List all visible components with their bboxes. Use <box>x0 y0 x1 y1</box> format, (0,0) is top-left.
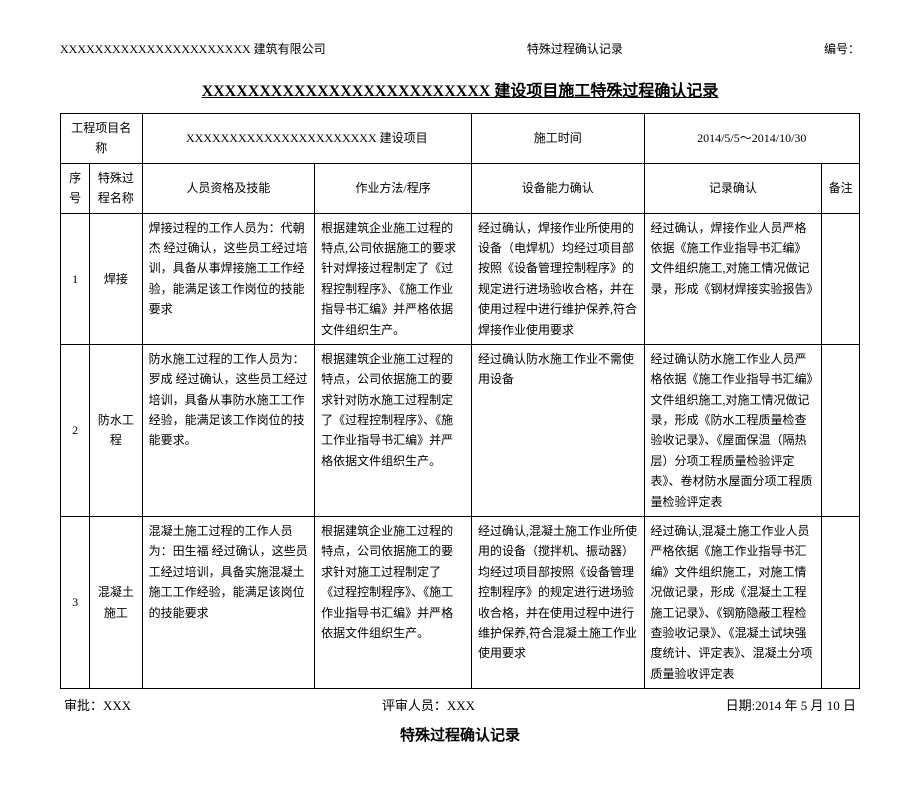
cell-qual: 焊接过程的工作人员为：代朝杰 经过确认，这些员工经过培训，具备从事焊接施工工作经… <box>142 213 315 344</box>
header-center: 特殊过程确认记录 <box>527 40 623 57</box>
main-table: 工程项目名称 XXXXXXXXXXXXXXXXXXXXXX 建设项目 施工时间 … <box>60 113 860 689</box>
page-header: XXXXXXXXXXXXXXXXXXXXXX 建筑有限公司 特殊过程确认记录 编… <box>60 40 860 57</box>
cell-seq: 1 <box>61 213 90 344</box>
meta-row: 工程项目名称 XXXXXXXXXXXXXXXXXXXXXX 建设项目 施工时间 … <box>61 114 860 164</box>
footer-approve: 审批：XXX <box>64 695 131 714</box>
subtitle: 特殊过程确认记录 <box>60 724 860 745</box>
cell-remark <box>822 344 860 516</box>
col-record: 记录确认 <box>644 163 822 213</box>
cell-record: 经过确认，焊接作业人员严格依据《施工作业指导书汇编》文件组织施工,对施工情况做记… <box>644 213 822 344</box>
table-row: 2 防水工程 防水施工过程的工作人员为：罗成 经过确认，这些员工经过培训，具备从… <box>61 344 860 516</box>
proj-label: 工程项目名称 <box>61 114 143 164</box>
cell-equip: 经过确认防水施工作业不需使用设备 <box>471 344 644 516</box>
col-equip: 设备能力确认 <box>471 163 644 213</box>
col-qual: 人员资格及技能 <box>142 163 315 213</box>
header-right: 编号： <box>824 40 860 57</box>
cell-record: 经过确认,混凝土施工作业人员严格依据《施工作业指导书汇编》文件组织施工，对施工情… <box>644 517 822 689</box>
time-value: 2014/5/5～2014/10/30 <box>644 114 859 164</box>
col-seq: 序号 <box>61 163 90 213</box>
cell-method: 根据建筑企业施工过程的特点，公司依据施工的要求针对防水施工过程制定了《过程控制程… <box>315 344 472 516</box>
cell-name: 混凝土施工 <box>90 517 142 689</box>
cell-seq: 2 <box>61 344 90 516</box>
cell-method: 根据建筑企业施工过程的特点，公司依据施工的要求针对施工过程制定了《过程控制程序》… <box>315 517 472 689</box>
cell-remark <box>822 517 860 689</box>
footer-date: 日期:2014 年 5 月 10 日 <box>726 695 856 714</box>
cell-name: 防水工程 <box>90 344 142 516</box>
col-name: 特殊过程名称 <box>90 163 142 213</box>
cell-method: 根据建筑企业施工过程的特点,公司依据施工的要求针对焊接过程制定了《过程控制程序》… <box>315 213 472 344</box>
table-row: 3 混凝土施工 混凝土施工过程的工作人员为：田生福 经过确认，这些员工经过培训，… <box>61 517 860 689</box>
cell-seq: 3 <box>61 517 90 689</box>
document-title: XXXXXXXXXXXXXXXXXXXXXXXXX 建设项目施工特殊过程确认记录 <box>60 77 860 101</box>
proj-value: XXXXXXXXXXXXXXXXXXXXXX 建设项目 <box>142 114 471 164</box>
cell-name: 焊接 <box>90 213 142 344</box>
cell-record: 经过确认防水施工作业人员严格依据《施工作业指导书汇编》文件组织施工,对施工情况做… <box>644 344 822 516</box>
cell-remark <box>822 213 860 344</box>
footer-reviewer: 评审人员：XXX <box>382 695 475 714</box>
cell-qual: 防水施工过程的工作人员为：罗成 经过确认，这些员工经过培训，具备从事防水施工工作… <box>142 344 315 516</box>
footer-line: 审批：XXX 评审人员：XXX 日期:2014 年 5 月 10 日 <box>60 695 860 714</box>
header-row: 序号 特殊过程名称 人员资格及技能 作业方法/程序 设备能力确认 记录确认 备注 <box>61 163 860 213</box>
col-method: 作业方法/程序 <box>315 163 472 213</box>
col-remark: 备注 <box>822 163 860 213</box>
cell-equip: 经过确认，焊接作业所使用的设备（电焊机）均经过项目部按照《设备管理控制程序》的规… <box>471 213 644 344</box>
header-left: XXXXXXXXXXXXXXXXXXXXXX 建筑有限公司 <box>60 40 326 57</box>
time-label: 施工时间 <box>471 114 644 164</box>
cell-equip: 经过确认,混凝土施工作业所使用的设备（搅拌机、振动器）均经过项目部按照《设备管理… <box>471 517 644 689</box>
table-row: 1 焊接 焊接过程的工作人员为：代朝杰 经过确认，这些员工经过培训，具备从事焊接… <box>61 213 860 344</box>
cell-qual: 混凝土施工过程的工作人员为：田生福 经过确认，这些员工经过培训，具备实施混凝土施… <box>142 517 315 689</box>
